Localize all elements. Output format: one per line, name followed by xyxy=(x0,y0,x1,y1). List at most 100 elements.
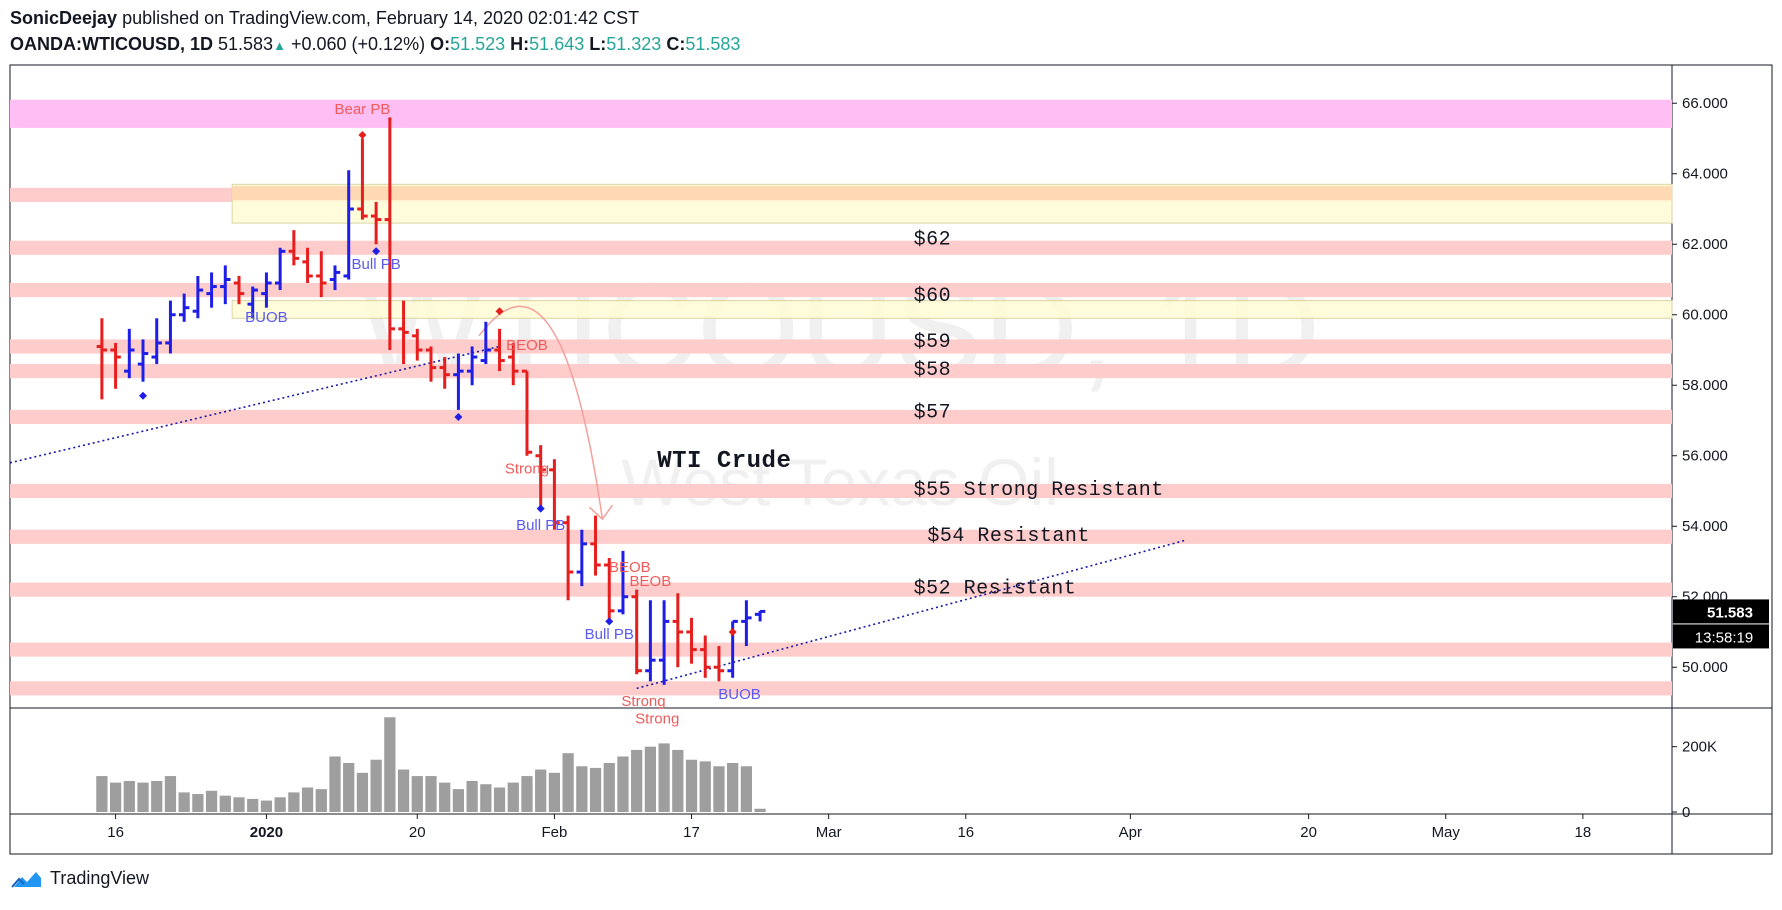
symbol-label: OANDA:WTICOUSD, 1D xyxy=(10,34,213,54)
signal-marker xyxy=(372,247,381,256)
time-tick-label: 20 xyxy=(1300,824,1317,841)
volume-bar xyxy=(685,759,698,812)
price-tick-label: 58.000 xyxy=(1682,377,1728,394)
volume-bar xyxy=(727,763,739,812)
volume-bar xyxy=(219,795,231,812)
countdown-label: 13:58:19 xyxy=(1695,629,1753,646)
ohlc-bar xyxy=(466,346,478,386)
ohlc-bar xyxy=(590,515,601,576)
volume-bar xyxy=(603,763,615,812)
time-tick-label: 20 xyxy=(409,824,426,841)
author-name[interactable]: SonicDeejay xyxy=(10,8,118,28)
ohlc-bar xyxy=(220,265,231,305)
signal-label: Bull PB xyxy=(352,256,401,273)
volume-bar xyxy=(617,756,629,812)
resistance-zone xyxy=(10,681,1672,696)
resistance-zone xyxy=(10,240,1672,255)
price-tick-label: 66.000 xyxy=(1682,95,1728,112)
volume-bar xyxy=(754,808,766,812)
tradingview-cloud-icon xyxy=(11,871,41,888)
volume-bar xyxy=(109,782,122,812)
ohlc-bar xyxy=(576,529,588,587)
volume-bar xyxy=(480,784,492,812)
ohlc-bar xyxy=(604,557,615,622)
volume-bar xyxy=(260,800,273,812)
signal-label: BEOB xyxy=(630,573,672,590)
volume-bar xyxy=(644,746,657,812)
ohlc-bar xyxy=(412,328,423,361)
publish-text: published on TradingView.com, February 1… xyxy=(122,8,640,28)
resistance-zone xyxy=(10,529,1672,544)
volume-bar xyxy=(507,782,519,812)
resistance-zone xyxy=(10,283,1672,298)
time-tick-label: 16 xyxy=(957,824,974,841)
signal-marker xyxy=(358,130,367,139)
time-tick-label: Feb xyxy=(541,824,567,841)
last-price-badge xyxy=(1673,599,1769,624)
time-tick-label: May xyxy=(1432,824,1461,841)
close-value: 51.583 xyxy=(685,34,741,54)
ohlc-bar xyxy=(713,646,725,682)
time-tick-label: 18 xyxy=(1575,824,1592,841)
resistance-zone xyxy=(10,582,1672,597)
volume-bar xyxy=(466,780,478,812)
ohlc-bar xyxy=(494,328,505,372)
low-label: L: xyxy=(589,34,607,54)
ohlc-bar xyxy=(206,272,217,308)
time-tick-label: Mar xyxy=(816,824,842,841)
volume-bar xyxy=(658,743,670,812)
level-label: $59 xyxy=(914,331,952,354)
ohlc-bar xyxy=(357,138,368,220)
signal-label: Bull PB xyxy=(516,517,565,534)
volume-bar xyxy=(247,798,259,812)
volume-bar xyxy=(370,759,382,812)
level-label: $52 Resistant xyxy=(914,578,1077,601)
volume-bar xyxy=(151,780,163,812)
signal-marker xyxy=(495,307,504,316)
signal-label: BEOB xyxy=(609,559,651,576)
ohlc-bar xyxy=(124,328,135,379)
volume-bar xyxy=(713,766,725,812)
volume-bar xyxy=(123,780,135,812)
signal-marker xyxy=(139,391,148,400)
signal-marker xyxy=(454,412,463,421)
volume-bar xyxy=(343,763,355,812)
volume-bar xyxy=(315,789,327,812)
tradingview-logo[interactable]: TradingView xyxy=(10,868,149,889)
brand-name: TradingView xyxy=(50,868,150,888)
volume-bar xyxy=(589,767,602,812)
open-label: O: xyxy=(430,34,451,54)
up-arrow-icon: ▲ xyxy=(273,38,286,53)
projection-arrowhead xyxy=(588,504,614,521)
level-label: $62 xyxy=(914,229,952,252)
ohlc-bar xyxy=(480,321,492,365)
ohlc-bar xyxy=(741,600,752,647)
volume-bar xyxy=(548,772,561,812)
ohlc-bar xyxy=(329,265,341,291)
time-tick-label: 16 xyxy=(107,824,124,841)
high-label: H: xyxy=(510,34,530,54)
level-label: WTI Crude xyxy=(657,448,791,475)
price-change: +0.060 (+0.12%) xyxy=(290,34,426,54)
price-tick-label: 62.000 xyxy=(1682,236,1728,253)
ohlc-bar xyxy=(754,609,766,622)
volume-bar xyxy=(576,766,588,812)
countdown-badge xyxy=(1673,624,1769,649)
signal-label: BUOB xyxy=(245,309,288,326)
price-tick-label: 64.000 xyxy=(1682,166,1728,183)
high-value: 51.643 xyxy=(529,34,585,54)
ohlc-bar xyxy=(137,339,149,382)
volume-bar xyxy=(452,789,465,812)
volume-bar xyxy=(274,797,286,812)
volume-bar xyxy=(329,756,341,812)
ohlc-bar xyxy=(549,459,560,530)
volume-bar xyxy=(672,749,684,812)
ohlc-bar xyxy=(96,318,108,400)
signal-label: BEOB xyxy=(506,337,548,354)
volume-bar xyxy=(493,787,506,812)
publish-info: SonicDeejay published on TradingView.com… xyxy=(10,8,639,29)
ohlc-bar xyxy=(261,272,272,308)
ohlc-bar xyxy=(233,275,245,305)
level-label: $57 xyxy=(914,401,952,424)
